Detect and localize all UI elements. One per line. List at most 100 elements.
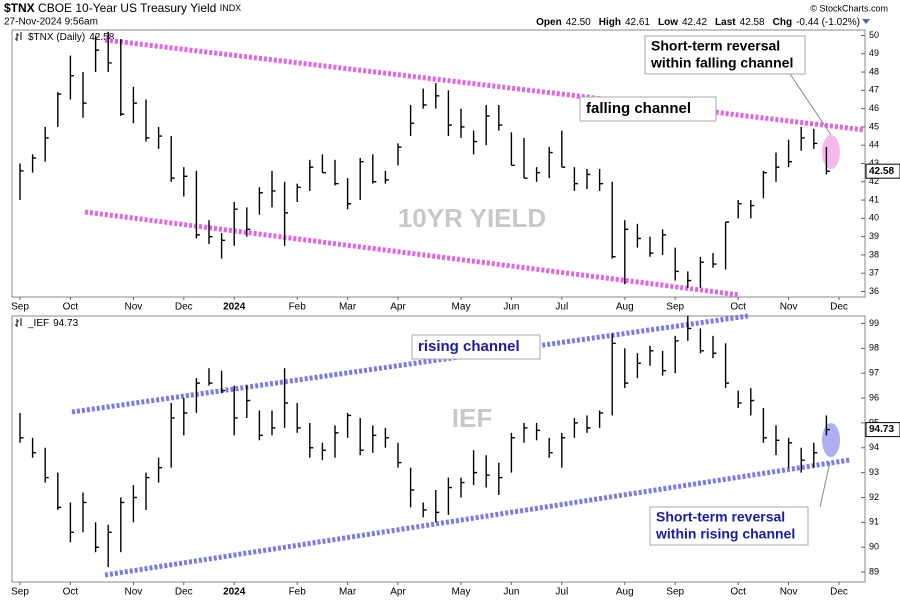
x-tick-label: Sep (11, 302, 29, 313)
dropdown-icon[interactable] (862, 19, 870, 24)
x-tick-label: May (452, 302, 471, 313)
y-tick-label: 42 (869, 176, 879, 186)
y-tick-label: 96 (869, 392, 879, 402)
highlight (822, 135, 840, 169)
annotation-box (644, 35, 806, 75)
symbol: $TNX (4, 1, 35, 15)
channel-line (71, 313, 749, 415)
y-tick-label: 40 (869, 213, 879, 223)
callout-arrow (819, 461, 831, 508)
quote-label: Last (715, 17, 736, 28)
x-tick-label: Aug (616, 302, 634, 313)
y-tick-label: 89 (869, 566, 879, 576)
x-tick-label: Feb (289, 302, 307, 313)
panel-frame (11, 315, 866, 583)
annotation: falling channel (586, 100, 691, 117)
last-value-box (865, 422, 900, 438)
x-tick-label: Sep (666, 302, 684, 313)
x-tick-label: Dec (830, 587, 848, 598)
y-tick-label: 91 (869, 517, 879, 527)
header-date: 27-Nov-2024 9:56am (4, 17, 98, 28)
legend-label: _IEF (27, 318, 49, 329)
x-tick-label: Feb (289, 587, 307, 598)
channel-line (104, 37, 866, 133)
annotation-box (411, 334, 541, 360)
x-tick-label: Oct (730, 302, 746, 313)
x-tick-label: Sep (11, 587, 29, 598)
legend-value: 94.73 (53, 318, 78, 329)
y-tick-label: 97 (869, 368, 879, 378)
highlight (822, 423, 840, 457)
legend-label: $TNX (Daily) (28, 32, 85, 43)
legend: $TNX (Daily) 42.58 (28, 32, 115, 43)
quote-value: 42.61 (625, 17, 650, 28)
y-tick-label: 46 (869, 103, 879, 113)
quote-label: Open (536, 17, 562, 28)
x-tick-label: 2024 (223, 587, 246, 598)
channel-line (104, 457, 851, 578)
y-tick-label: 45 (869, 121, 879, 131)
x-tick-label: Nov (780, 302, 798, 313)
legend-value: 42.58 (89, 32, 114, 43)
x-tick-label: Nov (125, 302, 143, 313)
quote-label: High (599, 17, 621, 28)
x-tick-label: 2024 (223, 302, 246, 313)
callout-arrow (789, 73, 832, 136)
x-tick-label: Nov (780, 587, 798, 598)
legend-icon (15, 32, 22, 41)
annotation: within rising channel (655, 526, 795, 542)
x-tick-label: Mar (339, 302, 357, 313)
x-tick-label: Jun (503, 302, 519, 313)
exchange: INDX (220, 3, 242, 13)
y-tick-label: 48 (869, 66, 879, 76)
watermark: 10YR YIELD (398, 203, 546, 233)
y-tick-label: 90 (869, 542, 879, 552)
header-title: $TNX CBOE 10-Year US Treasury Yield INDX (4, 1, 241, 15)
x-tick-label: Dec (175, 587, 193, 598)
y-tick-label: 50 (869, 30, 879, 40)
legend: _IEF 94.73 (27, 318, 79, 329)
annotation-box (649, 506, 809, 546)
y-tick-label: 49 (869, 48, 879, 58)
x-tick-label: Oct (63, 302, 79, 313)
annotation: Short-term reversal (651, 38, 780, 54)
quote-value: 42.50 (566, 17, 591, 28)
x-tick-label: Apr (390, 302, 406, 313)
x-tick-label: Oct (730, 587, 746, 598)
x-tick-label: Jun (503, 587, 519, 598)
x-tick-label: Nov (125, 587, 143, 598)
x-tick-label: Aug (616, 587, 634, 598)
y-tick-label: 92 (869, 492, 879, 502)
x-tick-label: Mar (339, 587, 357, 598)
last-value-box (865, 163, 900, 179)
y-tick-label: 47 (869, 85, 879, 95)
annotation: within falling channel (650, 55, 793, 71)
quote-line: Open 42.50 High 42.61 Low 42.42 Last 42.58 Chg -0… (536, 17, 860, 28)
quote-value: -0.44 (-1.02%) (796, 17, 860, 28)
annotation: Short-term reversal (656, 509, 785, 525)
y-tick-label: 43 (869, 158, 879, 168)
y-tick-label: 37 (869, 268, 879, 278)
y-tick-label: 39 (869, 231, 879, 241)
last-value: 94.73 (869, 424, 894, 435)
quote-value: 42.58 (740, 17, 765, 28)
y-tick-label: 36 (869, 286, 879, 296)
x-tick-label: Jul (555, 302, 568, 313)
quote-label: Low (658, 17, 678, 28)
annotation-box (579, 96, 717, 122)
x-tick-label: Jul (555, 587, 568, 598)
x-tick-label: Oct (63, 587, 79, 598)
copyright: © StockCharts.com (810, 3, 888, 13)
y-tick-label: 38 (869, 249, 879, 259)
y-tick-label: 93 (869, 467, 879, 477)
x-tick-label: Sep (666, 587, 684, 598)
x-tick-label: Apr (390, 587, 406, 598)
x-tick-label: Dec (830, 302, 848, 313)
y-tick-label: 99 (869, 318, 879, 328)
watermark: IEF (452, 403, 492, 433)
y-tick-label: 98 (869, 343, 879, 353)
last-value: 42.58 (869, 166, 894, 177)
channel-line (84, 209, 741, 298)
